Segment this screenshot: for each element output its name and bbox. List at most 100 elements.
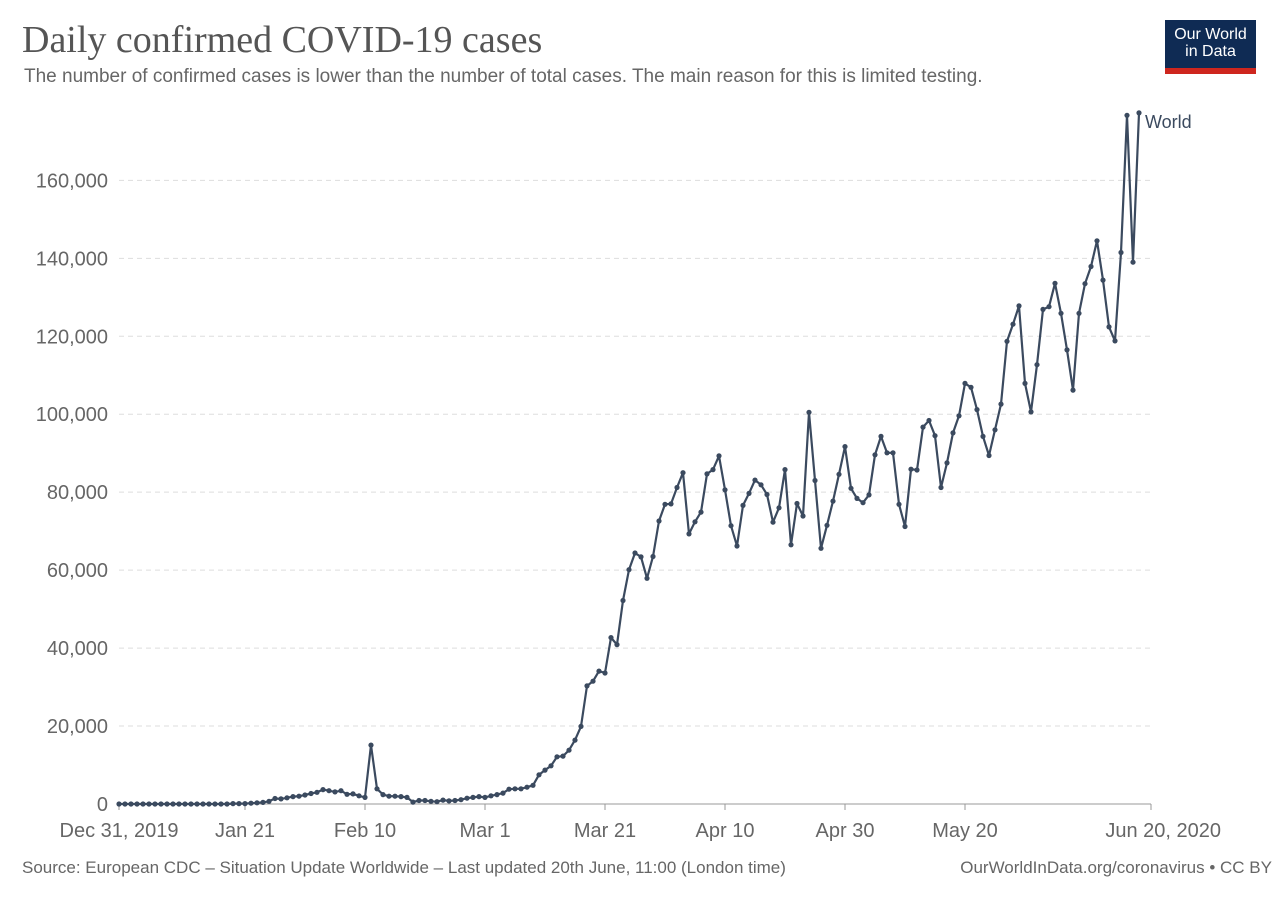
data-point <box>800 513 806 519</box>
data-point <box>302 792 308 798</box>
y-tick-label: 80,000 <box>47 482 108 504</box>
data-point <box>752 477 758 483</box>
data-point <box>860 500 866 506</box>
data-point <box>536 772 542 778</box>
data-point <box>668 501 674 507</box>
logo-line-1: Our World <box>1174 26 1247 43</box>
data-point <box>932 433 938 439</box>
data-point <box>230 801 236 807</box>
data-point <box>404 794 410 801</box>
data-point <box>986 452 992 459</box>
data-point <box>524 784 530 790</box>
data-point <box>656 518 662 524</box>
data-point <box>980 433 986 439</box>
data-point <box>440 797 446 803</box>
data-point <box>308 790 314 797</box>
data-point <box>1070 387 1076 393</box>
data-point <box>1064 347 1070 353</box>
data-point <box>428 798 434 804</box>
data-point <box>164 801 170 807</box>
data-point <box>590 678 596 684</box>
data-point <box>1058 310 1064 316</box>
data-point <box>836 471 842 477</box>
x-tick-label: May 20 <box>932 820 998 842</box>
chart-title: Daily confirmed COVID-19 cases <box>22 19 543 61</box>
logo-line-2: in Data <box>1185 43 1236 60</box>
data-point <box>890 450 896 456</box>
data-point <box>248 800 254 806</box>
data-point <box>200 801 206 807</box>
data-point <box>1040 306 1046 312</box>
data-point <box>806 409 812 415</box>
y-tick-label: 0 <box>97 794 108 816</box>
y-tick-label: 160,000 <box>36 170 108 192</box>
data-point <box>974 407 980 413</box>
data-point <box>896 501 902 507</box>
data-point <box>884 450 890 456</box>
source-note: Source: European CDC – Situation Update … <box>22 858 786 877</box>
data-point <box>170 801 176 807</box>
data-point <box>242 801 248 807</box>
data-point <box>530 782 536 788</box>
data-point <box>584 683 590 689</box>
data-point <box>350 791 356 797</box>
data-point <box>1118 249 1124 256</box>
data-point <box>608 635 614 641</box>
data-point <box>992 427 998 433</box>
data-point <box>410 799 416 805</box>
data-point <box>332 789 338 795</box>
data-point <box>128 801 134 807</box>
data-point <box>950 430 956 436</box>
data-point <box>416 797 422 804</box>
data-point <box>566 747 572 753</box>
line-chart: 0 20,000 40,000 60,000 80,000 100,000 120,000 1… <box>36 110 1221 842</box>
data-point <box>320 787 326 793</box>
x-tick-label: Jun 20, 2020 <box>1105 820 1221 842</box>
data-point <box>392 793 398 799</box>
data-point <box>842 444 848 450</box>
data-point <box>374 786 380 792</box>
data-point <box>788 542 794 548</box>
data-point <box>560 753 566 759</box>
data-point <box>914 467 920 473</box>
data-point <box>698 509 704 515</box>
series-label-world: World <box>1145 112 1192 132</box>
x-tick-label: Mar 1 <box>459 820 510 842</box>
data-point <box>338 788 344 794</box>
data-point <box>1094 238 1100 244</box>
data-point <box>602 670 608 676</box>
data-point <box>344 791 350 797</box>
data-point <box>122 801 128 807</box>
data-point <box>1088 263 1094 270</box>
data-point <box>704 471 710 477</box>
data-point <box>176 801 182 807</box>
data-point <box>272 795 278 802</box>
data-point <box>854 495 860 501</box>
data-point <box>212 801 218 807</box>
data-point <box>356 793 362 799</box>
data-point <box>662 501 668 507</box>
data-point <box>722 487 728 493</box>
source-url-link[interactable]: OurWorldInData.org/coronavirus • CC BY <box>960 858 1272 877</box>
data-point <box>902 523 908 530</box>
data-point <box>446 798 452 804</box>
data-point <box>620 597 626 604</box>
data-point <box>848 485 854 491</box>
data-point <box>512 786 518 792</box>
our-world-in-data-logo[interactable]: Our World in Data <box>1165 20 1256 74</box>
data-point <box>386 793 392 799</box>
data-point <box>758 482 764 488</box>
data-point <box>1022 380 1028 386</box>
data-point <box>1004 338 1010 344</box>
data-point <box>572 737 578 743</box>
data-point <box>488 793 494 799</box>
data-point <box>158 801 164 807</box>
data-point <box>284 795 290 801</box>
data-point <box>1100 277 1106 283</box>
data-point <box>782 467 788 473</box>
chart-subtitle: The number of confirmed cases is lower t… <box>24 66 983 87</box>
y-axis: 0 20,000 40,000 60,000 80,000 100,000 120,000 1… <box>36 170 108 816</box>
data-point <box>140 801 146 807</box>
gridlines <box>119 179 1151 727</box>
data-point <box>464 795 470 801</box>
